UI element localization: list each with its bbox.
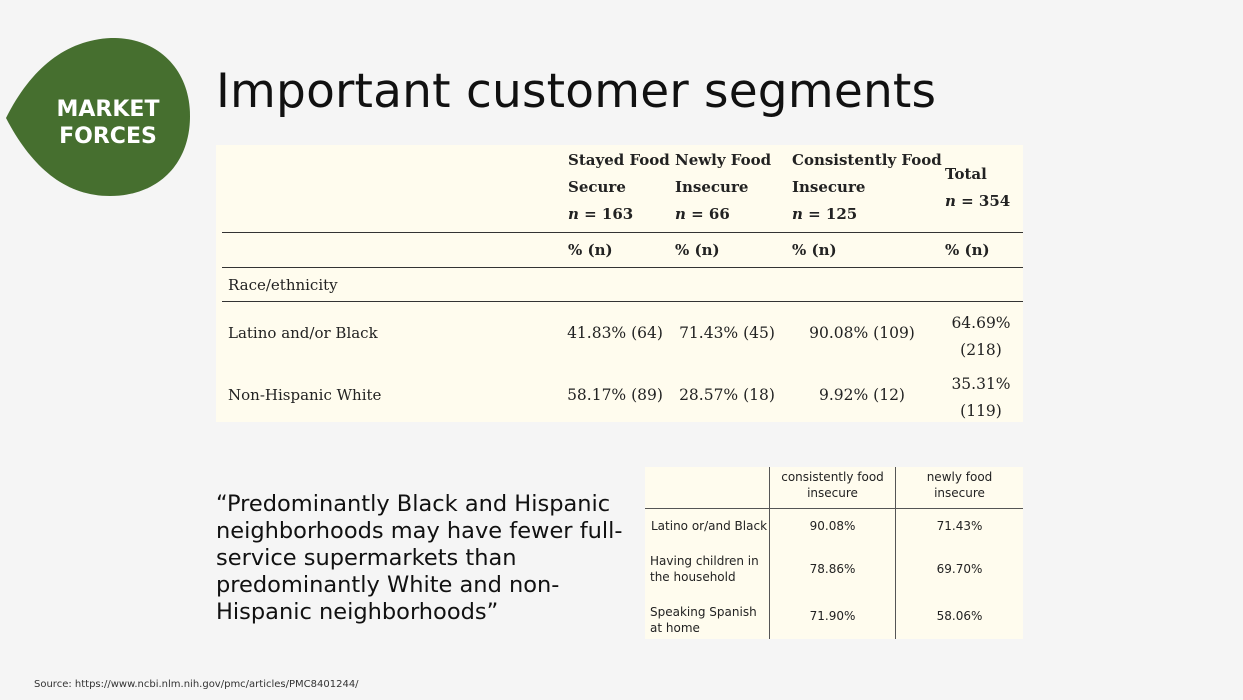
col-header-stayed-secure: Stayed Food Secure n = 163 bbox=[568, 151, 670, 223]
table-cell: 90.08% (109) bbox=[809, 324, 915, 342]
divider bbox=[222, 232, 1023, 233]
source-citation: Source: https://www.ncbi.nlm.nih.gov/pmc… bbox=[34, 679, 359, 690]
divider bbox=[895, 467, 896, 639]
table-cell: 78.86% bbox=[809, 562, 856, 576]
food-security-table: Stayed Food Secure n = 163 Newly Food In… bbox=[216, 145, 1023, 422]
segment-comparison-table: consistently food insecure newly food in… bbox=[645, 467, 1023, 639]
table-cell: 28.57% (18) bbox=[679, 386, 775, 404]
table-cell-total: 35.31% (119) bbox=[951, 375, 1011, 420]
col-header-consistently-insecure: Consistently Food Insecure n = 125 bbox=[792, 151, 942, 223]
row-label: Latino and/or Black bbox=[228, 324, 378, 342]
section-label: Race/ethnicity bbox=[228, 276, 338, 294]
table-cell: 41.83% (64) bbox=[567, 324, 663, 342]
divider bbox=[222, 301, 1023, 302]
leaf-icon bbox=[6, 38, 190, 196]
row-label: Speaking Spanish at home bbox=[650, 605, 757, 635]
row-label: Non-Hispanic White bbox=[228, 386, 382, 404]
unit-label: % (n) bbox=[568, 241, 613, 259]
row-label: Having children in the household bbox=[650, 554, 759, 584]
table-cell: 9.92% (12) bbox=[819, 386, 905, 404]
quote-text: “Predominantly Black and Hispanic neighb… bbox=[216, 491, 623, 625]
unit-label: % (n) bbox=[945, 241, 990, 259]
page-title: Important customer segments bbox=[216, 64, 937, 119]
col-header: consistently food insecure bbox=[781, 470, 884, 500]
divider bbox=[769, 467, 770, 639]
col-header-total: Total n = 354 bbox=[945, 165, 1011, 210]
unit-label: % (n) bbox=[675, 241, 720, 259]
table-cell: 58.17% (89) bbox=[567, 386, 663, 404]
table-cell: 69.70% bbox=[936, 562, 983, 576]
divider bbox=[222, 267, 1023, 268]
unit-label: % (n) bbox=[792, 241, 837, 259]
divider bbox=[645, 508, 1023, 509]
table-cell: 58.06% bbox=[936, 609, 983, 623]
table-cell: 90.08% bbox=[809, 519, 856, 533]
table-cell: 71.90% bbox=[809, 609, 856, 623]
table-cell: 71.43% (45) bbox=[679, 324, 775, 342]
table-cell: 71.43% bbox=[936, 519, 983, 533]
table-cell-total: 64.69% (218) bbox=[951, 314, 1011, 359]
col-header: newly food insecure bbox=[926, 470, 993, 500]
col-header-newly-insecure: Newly Food Insecure n = 66 bbox=[675, 151, 772, 223]
row-label: Latino or/and Black bbox=[651, 519, 768, 533]
market-forces-badge: MARKET FORCES bbox=[6, 38, 191, 198]
badge-label: MARKET FORCES bbox=[56, 97, 160, 149]
